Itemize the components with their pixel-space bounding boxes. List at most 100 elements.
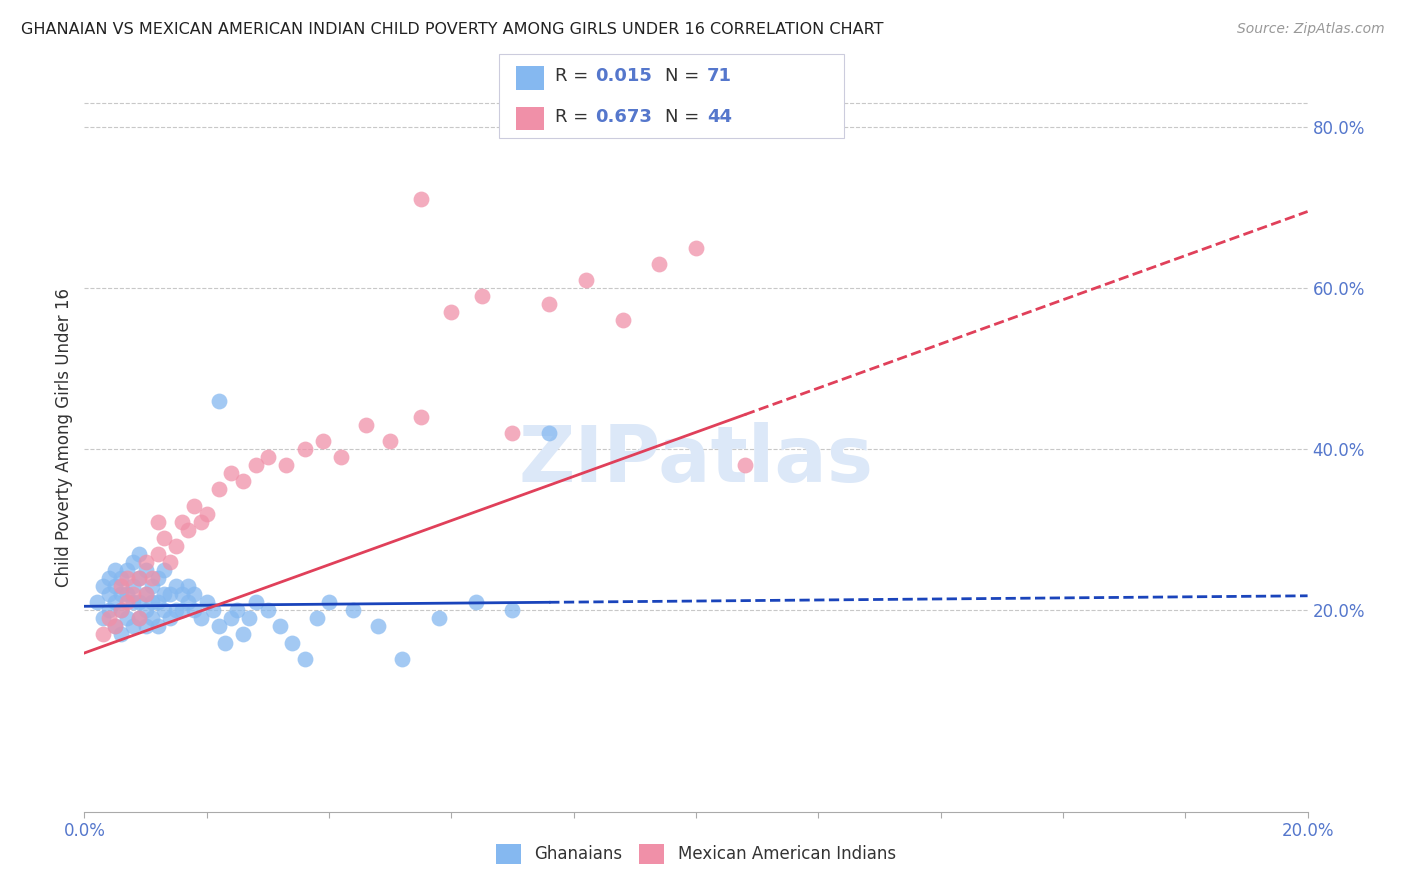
Point [122, 619, 145, 633]
Text: GHANAIAN VS MEXICAN AMERICAN INDIAN CHILD POVERTY AMONG GIRLS UNDER 16 CORRELATI: GHANAIAN VS MEXICAN AMERICAN INDIAN CHIL… [21, 22, 883, 37]
Point [172, 603, 194, 617]
Point [257, 603, 280, 617]
Point [135, 619, 157, 633]
Point [330, 450, 353, 465]
Point [115, 563, 138, 577]
Point [685, 241, 707, 255]
Point [146, 619, 169, 633]
Point [172, 515, 194, 529]
Point [190, 515, 212, 529]
Point [183, 603, 205, 617]
Point [464, 595, 486, 609]
Point [245, 595, 267, 609]
Y-axis label: Child Poverty Among Girls Under 16: Child Poverty Among Girls Under 16 [55, 287, 73, 587]
Point [135, 555, 157, 569]
Point [257, 450, 280, 465]
Point [104, 619, 127, 633]
Text: 71: 71 [707, 67, 733, 86]
Point [110, 587, 132, 601]
Point [391, 651, 413, 665]
Point [122, 555, 145, 569]
Point [165, 539, 187, 553]
Point [294, 651, 316, 665]
Point [232, 475, 254, 489]
Point [91, 627, 114, 641]
Point [294, 442, 316, 457]
Point [195, 595, 218, 609]
Text: 0.015: 0.015 [595, 67, 651, 86]
Point [153, 587, 176, 601]
Point [177, 523, 200, 537]
Point [354, 417, 377, 432]
Point [122, 579, 145, 593]
Point [128, 571, 150, 585]
Point [135, 603, 157, 617]
Point [104, 619, 127, 633]
Point [427, 611, 450, 625]
Point [146, 571, 169, 585]
Point [208, 393, 231, 408]
Legend: Ghanaians, Mexican American Indians: Ghanaians, Mexican American Indians [489, 838, 903, 871]
Text: N =: N = [665, 108, 704, 126]
Point [159, 611, 181, 625]
Point [110, 603, 132, 617]
Point [538, 425, 561, 440]
Point [214, 635, 236, 649]
Point [177, 579, 200, 593]
Point [159, 555, 181, 569]
Point [128, 571, 150, 585]
Point [409, 409, 432, 424]
Point [97, 587, 120, 601]
Text: R =: R = [555, 67, 595, 86]
Point [115, 595, 138, 609]
Point [538, 297, 561, 311]
Point [153, 531, 176, 545]
Point [115, 587, 138, 601]
Point [612, 313, 634, 327]
Point [141, 579, 163, 593]
Point [110, 579, 132, 593]
Point [128, 611, 150, 625]
Point [146, 595, 169, 609]
Point [104, 563, 127, 577]
Point [97, 571, 120, 585]
Point [276, 458, 298, 473]
Point [232, 627, 254, 641]
Point [135, 587, 157, 601]
Point [122, 595, 145, 609]
Text: R =: R = [555, 108, 595, 126]
Point [177, 595, 200, 609]
Point [281, 635, 304, 649]
Text: 44: 44 [707, 108, 733, 126]
Point [318, 595, 340, 609]
Point [110, 603, 132, 617]
Point [471, 289, 494, 303]
Point [128, 611, 150, 625]
Point [104, 579, 127, 593]
Point [153, 603, 176, 617]
Point [219, 611, 242, 625]
Point [208, 619, 231, 633]
Point [146, 515, 169, 529]
Point [115, 571, 138, 585]
Point [195, 507, 218, 521]
Point [305, 611, 328, 625]
Point [190, 611, 212, 625]
Point [172, 587, 194, 601]
Point [245, 458, 267, 473]
Point [575, 273, 598, 287]
Point [141, 611, 163, 625]
Text: Source: ZipAtlas.com: Source: ZipAtlas.com [1237, 22, 1385, 37]
Point [648, 257, 671, 271]
Point [141, 571, 163, 585]
Point [734, 458, 756, 473]
Point [380, 434, 402, 449]
Point [165, 579, 187, 593]
Point [97, 603, 120, 617]
Point [146, 547, 169, 561]
Point [91, 579, 114, 593]
Point [141, 595, 163, 609]
Point [440, 305, 463, 319]
Point [115, 611, 138, 625]
Point [165, 603, 187, 617]
